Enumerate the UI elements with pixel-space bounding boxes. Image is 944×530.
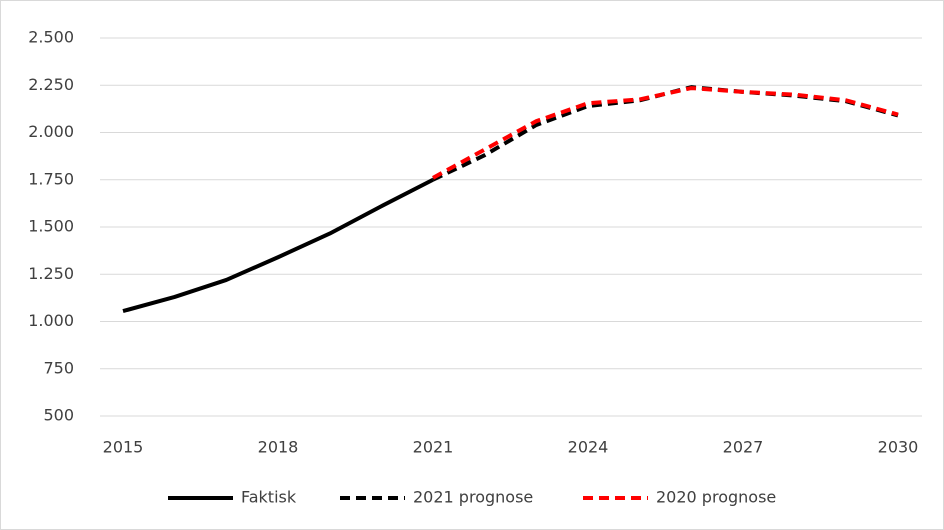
y-tick-label: 500 (43, 406, 74, 425)
x-tick-label: 2027 (723, 438, 764, 457)
legend-label: 2020 prognose (656, 488, 776, 507)
y-tick-label: 2.250 (28, 75, 74, 94)
y-tick-label: 1.000 (28, 311, 74, 330)
data-line (122, 177, 434, 314)
x-tick-label: 2030 (878, 438, 919, 457)
x-tick-label: 2015 (103, 438, 144, 457)
data-line (432, 86, 899, 180)
y-tick-label: 2.000 (28, 122, 74, 141)
x-tick-label: 2018 (258, 438, 299, 457)
legend-label: 2021 prognose (413, 488, 533, 507)
legend-label: Faktisk (241, 488, 297, 507)
x-tick-label: 2021 (413, 438, 454, 457)
x-tick-label: 2024 (568, 438, 609, 457)
y-tick-label: 1.250 (28, 264, 74, 283)
y-tick-label: 750 (43, 358, 74, 377)
y-tick-label: 1.750 (28, 169, 74, 188)
y-tick-label: 1.500 (28, 217, 74, 236)
y-tick-label: 2.500 (28, 28, 74, 47)
